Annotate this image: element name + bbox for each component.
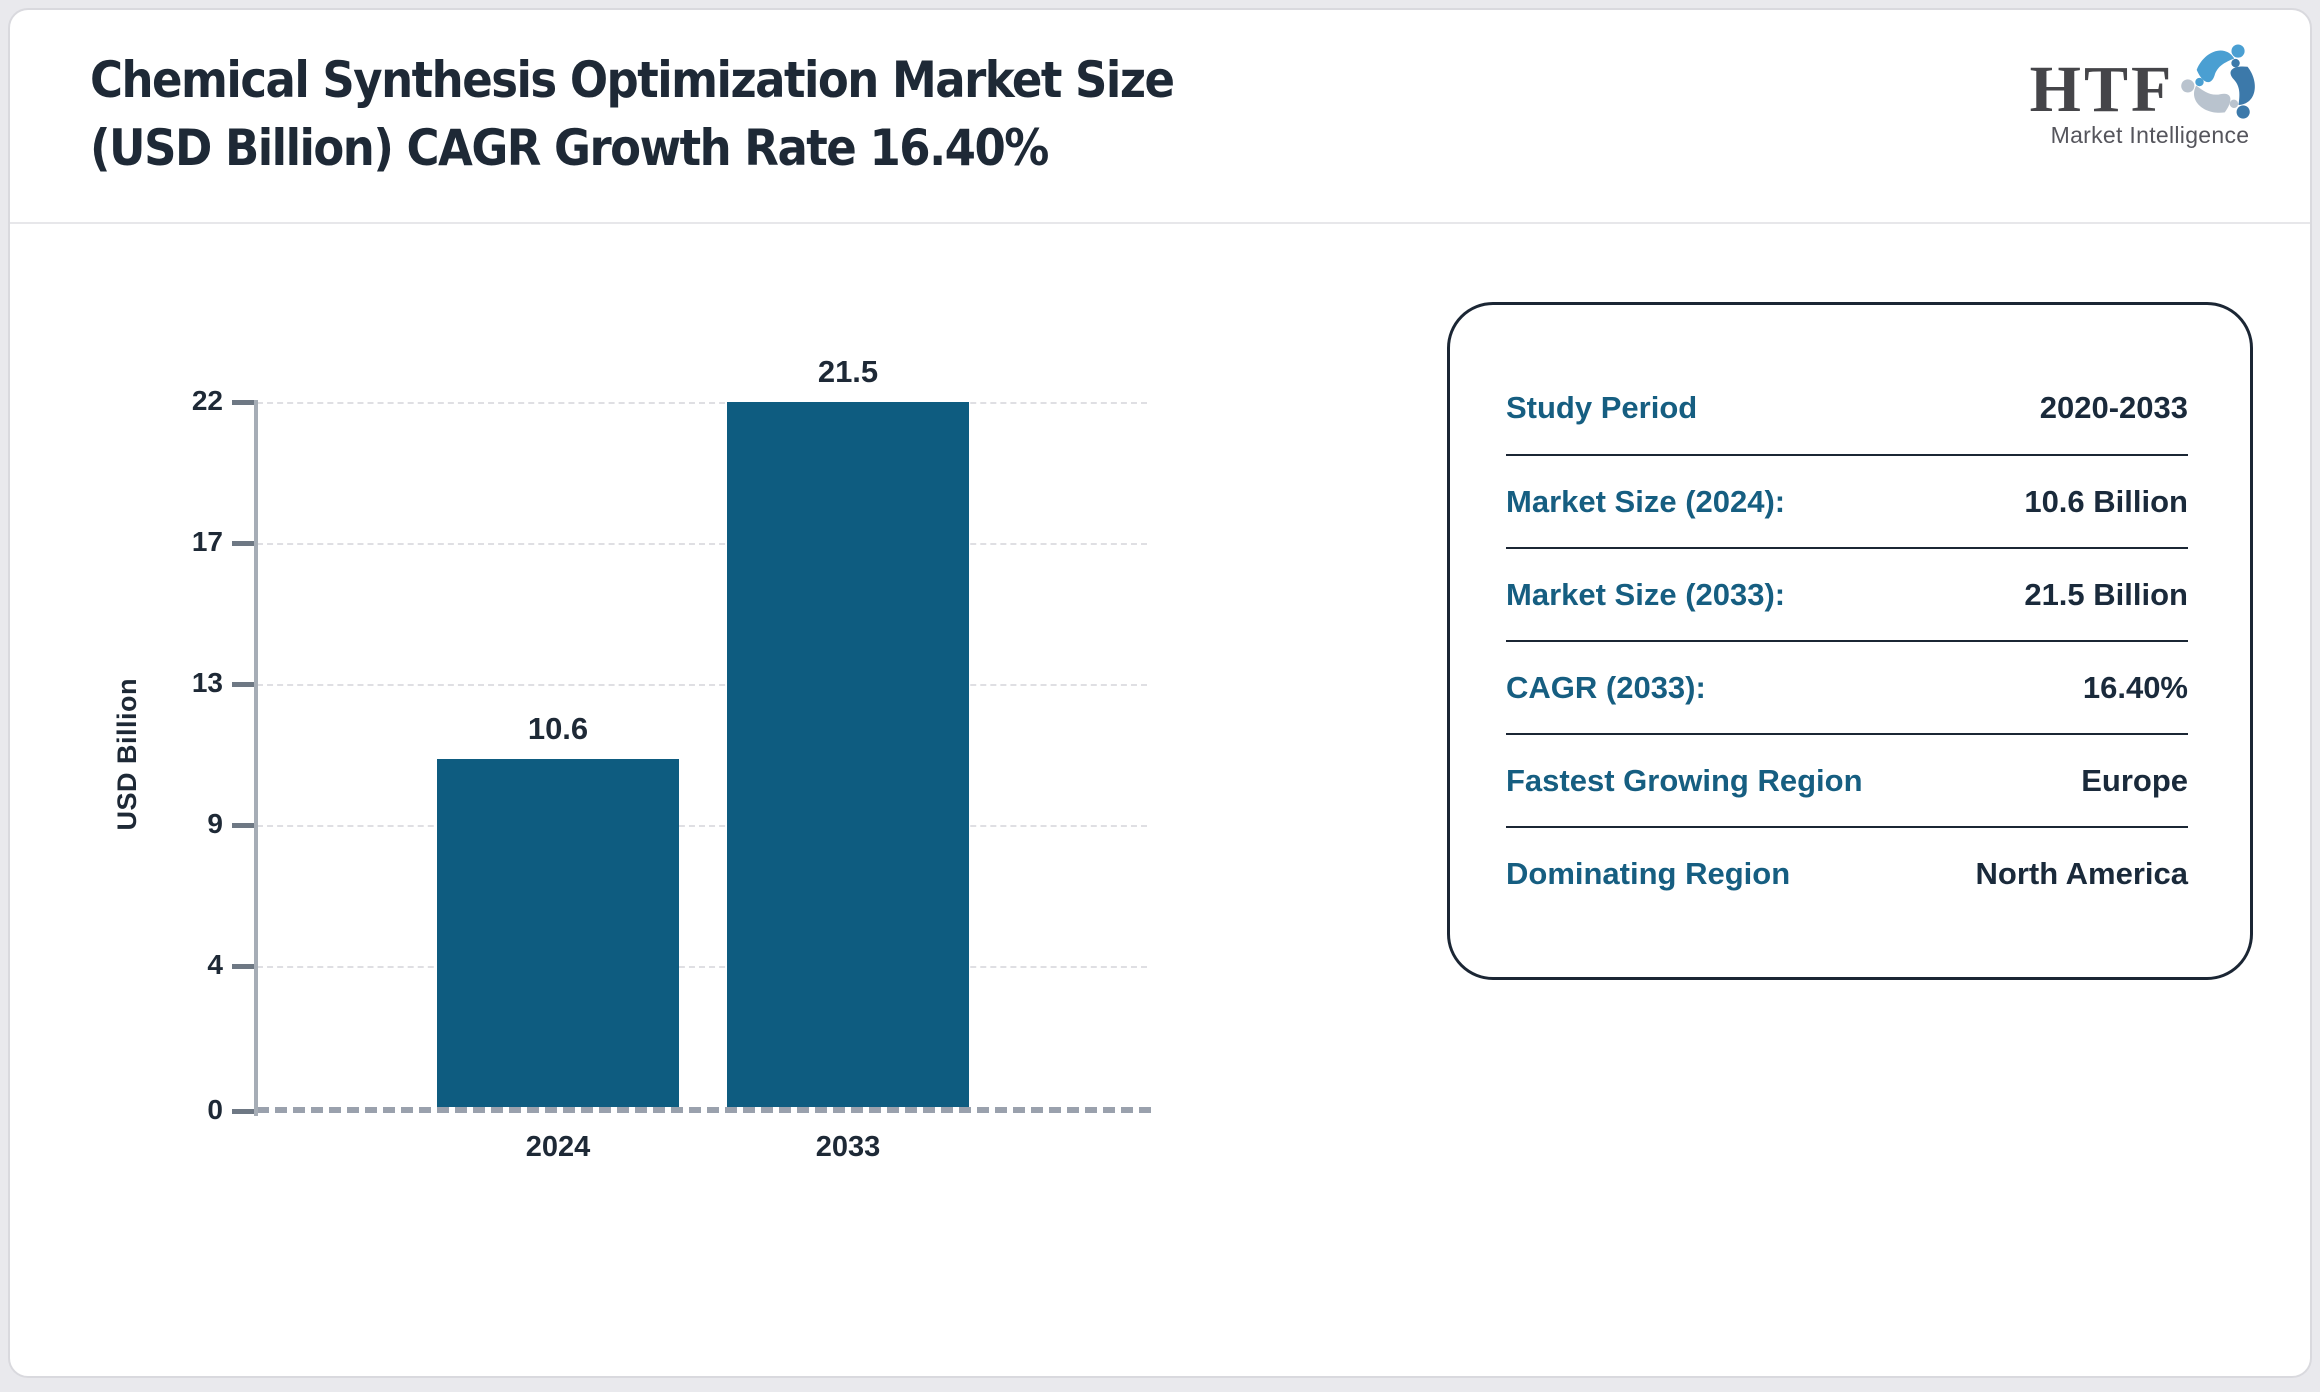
y-tick-mark xyxy=(232,682,256,687)
summary-row-label: CAGR (2033): xyxy=(1506,669,1706,705)
header-divider xyxy=(10,222,2310,224)
summary-row-market-size-2033: Market Size (2033): 21.5 Billion xyxy=(1506,547,2188,640)
bar xyxy=(437,759,679,1107)
summary-row-label: Market Size (2033): xyxy=(1506,576,1786,612)
page-title: Chemical Synthesis Optimization Market S… xyxy=(90,46,1175,182)
x-tick-label: 2024 xyxy=(525,1131,591,1163)
y-tick-mark xyxy=(232,823,256,828)
x-axis-baseline: 0 xyxy=(207,1094,1151,1125)
gridline: 4 xyxy=(207,949,1147,980)
summary-row-market-size-2024: Market Size (2024): 10.6 Billion xyxy=(1506,454,2188,547)
gridline: 13 xyxy=(192,667,1147,698)
summary-panel: Study Period 2020-2033 Market Size (2024… xyxy=(1447,302,2253,980)
brand-logo-top: HTF xyxy=(2029,36,2271,127)
summary-row-label: Market Size (2024): xyxy=(1506,483,1786,519)
y-axis-title-text: USD Billion xyxy=(111,678,142,831)
y-axis-title: USD Billion xyxy=(107,402,147,1107)
header: Chemical Synthesis Optimization Market S… xyxy=(10,10,2310,224)
bar-chart: 22 17 13 9 4 0 USD Billion 10.6 xyxy=(112,354,1151,1163)
y-tick-mark xyxy=(232,400,256,405)
people-swirl-icon xyxy=(2181,44,2256,119)
brand-logo: HTF xyxy=(2020,36,2280,149)
y-tick-label: 0 xyxy=(207,1094,223,1125)
y-tick-label: 17 xyxy=(191,526,223,557)
bar-value-label: 10.6 xyxy=(527,711,589,747)
summary-rows: Study Period 2020-2033 Market Size (2024… xyxy=(1450,305,2250,919)
bar-group-2033: 21.5 2033 xyxy=(727,354,969,1163)
bar xyxy=(727,402,969,1107)
summary-row-value: 10.6 Billion xyxy=(2024,483,2188,519)
x-tick-label: 2033 xyxy=(815,1131,881,1163)
summary-row-value: Europe xyxy=(2081,762,2188,798)
brand-logo-subtext: Market Intelligence xyxy=(2050,122,2250,148)
y-tick-mark xyxy=(232,964,256,969)
summary-row-label: Study Period xyxy=(1506,389,1698,425)
gridline: 9 xyxy=(207,808,1147,839)
summary-row-value: 21.5 Billion xyxy=(2024,576,2188,612)
gridline: 17 xyxy=(192,526,1147,557)
y-tick-label: 9 xyxy=(207,808,223,839)
page-title-line1: Chemical Synthesis Optimization Market S… xyxy=(90,51,1175,109)
y-tick-label: 22 xyxy=(191,385,223,416)
brand-logo-text: HTF xyxy=(2029,53,2175,127)
summary-row-value: North America xyxy=(1975,855,2188,891)
y-tick-label: 13 xyxy=(191,667,223,698)
summary-row-label: Fastest Growing Region xyxy=(1506,762,1863,798)
page-title-line2: (USD Billion) CAGR Growth Rate 16.40% xyxy=(90,119,1049,177)
summary-row-dominating-region: Dominating Region North America xyxy=(1506,826,2188,919)
y-tick-mark xyxy=(232,541,256,546)
summary-row-cagr: CAGR (2033): 16.40% xyxy=(1506,640,2188,733)
gridline: 22 xyxy=(192,385,1147,416)
summary-row-value: 2020-2033 xyxy=(2039,389,2188,425)
summary-row-study-period: Study Period 2020-2033 xyxy=(1506,361,2188,454)
y-axis-line xyxy=(254,400,258,1116)
y-tick-mark xyxy=(232,1109,256,1114)
bar-group-2024: 10.6 2024 xyxy=(437,402,679,1163)
y-tick-label: 4 xyxy=(207,949,223,980)
bar-value-label: 21.5 xyxy=(817,354,879,389)
page-card: Chemical Synthesis Optimization Market S… xyxy=(8,8,2312,1378)
summary-row-value: 16.40% xyxy=(2082,669,2188,705)
summary-row-label: Dominating Region xyxy=(1506,855,1791,891)
summary-row-fastest-growing-region: Fastest Growing Region Europe xyxy=(1506,733,2188,826)
